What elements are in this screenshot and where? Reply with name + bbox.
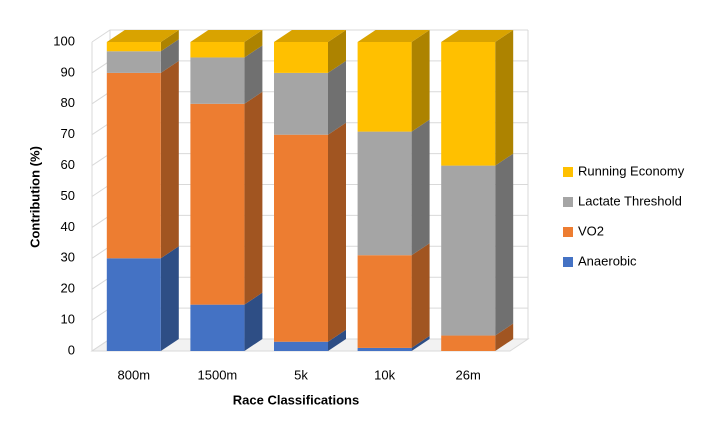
x-tick-label: 5k <box>294 367 308 382</box>
bar-side-face <box>244 45 263 104</box>
legend-label: Running Economy <box>578 163 685 178</box>
y-tick-label: 90 <box>61 64 75 79</box>
x-tick-label: 10k <box>374 367 395 382</box>
bar-side-face <box>160 246 179 351</box>
legend-label: VO2 <box>578 223 604 238</box>
bar-side-face <box>328 122 346 342</box>
y-tick-label: 50 <box>61 188 75 203</box>
bar-side-face <box>411 119 430 256</box>
bar-side-face <box>244 30 263 58</box>
legend-swatch <box>563 197 573 207</box>
bar-side-face <box>160 39 179 73</box>
bar-segment <box>274 42 328 73</box>
bar-side-face <box>411 243 430 348</box>
y-axis-title: Contribution (%) <box>27 146 42 248</box>
bar-top-face <box>190 30 263 42</box>
bar-top-face <box>441 30 514 42</box>
legend-swatch <box>563 227 573 237</box>
bar-top-face <box>274 30 346 42</box>
bar-top-face <box>357 30 430 42</box>
bar-side-face <box>411 335 430 351</box>
bar-side-face <box>160 30 179 52</box>
legend-swatch <box>563 167 573 177</box>
y-tick-label: 80 <box>61 95 75 110</box>
bar-top-face <box>106 30 179 42</box>
bar-segment <box>190 57 245 104</box>
x-tick-label: 26m <box>456 367 481 382</box>
bar-segment <box>441 165 496 336</box>
bar-segment <box>106 51 161 73</box>
bar-segment <box>106 42 161 52</box>
bar-segment <box>441 335 496 351</box>
y-tick-label: 70 <box>61 126 75 141</box>
y-tick-label: 100 <box>53 33 75 48</box>
bar-side-face <box>495 30 514 166</box>
y-tick-label: 0 <box>68 342 75 357</box>
bar-segment <box>357 131 412 256</box>
y-tick-label: 30 <box>61 250 75 265</box>
legend-label: Lactate Threshold <box>578 193 682 208</box>
bar-segment <box>190 103 245 305</box>
bar-segment <box>357 347 412 351</box>
legend-label: Anaerobic <box>578 253 637 268</box>
bar-segment <box>190 42 245 58</box>
legend-swatch <box>563 257 573 267</box>
bar-side-face <box>495 323 514 351</box>
bar-side-face <box>328 60 346 135</box>
bar-segment <box>106 72 161 259</box>
y-tick-label: 60 <box>61 157 75 172</box>
bar-side-face <box>160 60 179 259</box>
bar-segment <box>274 72 328 135</box>
bar-side-face <box>244 91 263 305</box>
bar-segment <box>190 304 245 351</box>
bar-segment <box>357 42 412 132</box>
y-tick-label: 40 <box>61 219 75 234</box>
bar-segment <box>274 341 328 351</box>
bar-segment <box>357 255 412 348</box>
y-tick-label: 20 <box>61 281 75 296</box>
bar-side-face <box>495 153 514 336</box>
bar-segment <box>274 134 328 342</box>
bar-side-face <box>328 30 346 73</box>
bar-side-face <box>411 30 430 132</box>
plot-area: 0 10 20 30 40 50 60 70 80 90 100 800m 1500m 5k 10k 26m A… <box>53 29 685 382</box>
bar-segment <box>441 42 496 166</box>
x-tick-label: 800m <box>118 367 151 382</box>
bar-side-face <box>328 329 346 351</box>
x-tick-label: 1500m <box>198 367 238 382</box>
x-axis-title: Race Classifications <box>233 392 359 407</box>
bar-segment <box>106 258 161 351</box>
bar-side-face <box>244 292 263 351</box>
y-tick-label: 10 <box>61 312 75 327</box>
